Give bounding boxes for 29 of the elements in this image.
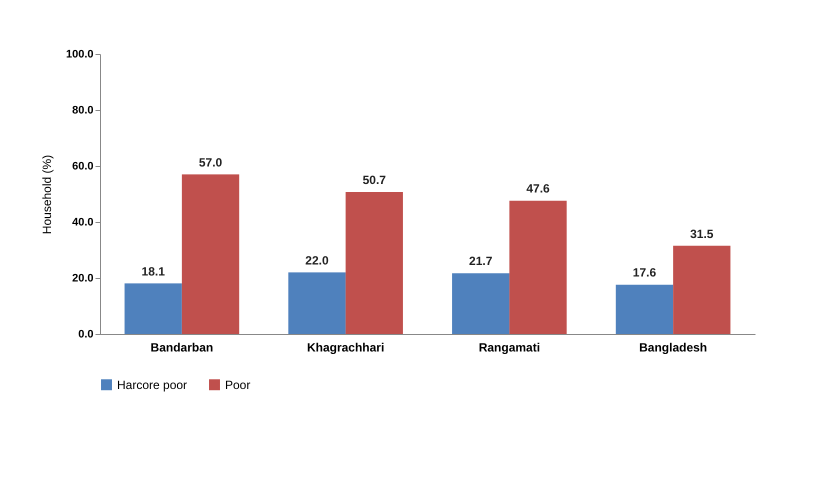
data-label: 17.6 bbox=[632, 266, 656, 280]
bar bbox=[452, 273, 510, 334]
y-tick-label: 20.0 bbox=[72, 272, 94, 284]
bar bbox=[509, 200, 567, 334]
data-label: 50.7 bbox=[362, 173, 386, 188]
bar bbox=[346, 192, 403, 334]
x-tick-label: Bangladesh bbox=[639, 340, 708, 354]
y-tick-label: 60.0 bbox=[72, 160, 94, 172]
data-label: 22.0 bbox=[305, 253, 329, 268]
bar bbox=[616, 284, 674, 334]
legend-label: Poor bbox=[225, 378, 250, 392]
x-tick-label: Rangamati bbox=[478, 340, 540, 354]
y-tick-label: 100.0 bbox=[66, 48, 94, 60]
bar bbox=[288, 272, 346, 334]
x-tick-label: Khagrachhari bbox=[306, 340, 384, 354]
data-label: 18.1 bbox=[142, 264, 166, 278]
bar bbox=[182, 174, 240, 334]
data-label: 57.0 bbox=[198, 155, 223, 170]
y-axis-title: Household (%) bbox=[40, 154, 54, 234]
y-tick-label: 0.0 bbox=[78, 328, 94, 340]
y-tick-label: 80.0 bbox=[72, 104, 94, 116]
bar bbox=[673, 246, 730, 334]
x-tick-label: Bandarban bbox=[150, 340, 214, 354]
bar bbox=[124, 283, 182, 334]
data-label: 31.5 bbox=[690, 226, 714, 241]
y-tick-label: 40.0 bbox=[72, 216, 94, 228]
legend-label: Harcore poor bbox=[117, 378, 188, 392]
data-label: 21.7 bbox=[469, 254, 493, 268]
data-label: 47.6 bbox=[526, 182, 550, 196]
